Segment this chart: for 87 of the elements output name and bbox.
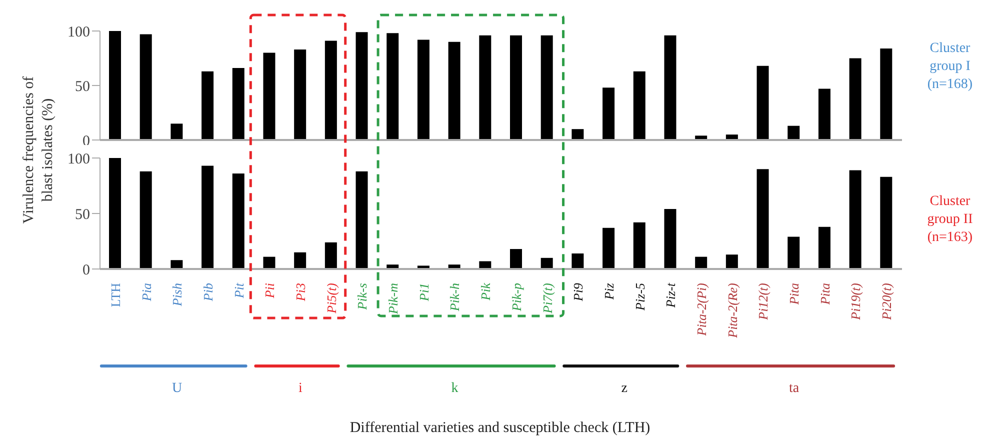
x-tick-label: Pik-h [447,283,462,312]
bar [140,171,152,269]
x-tick-label: Pi12(t) [756,283,771,321]
x-tick-label: Pik-m [386,283,401,316]
bar [572,253,584,269]
x-tick-label: Pia [138,282,154,302]
bar [664,35,676,140]
x-tick-label: LTH [108,283,123,308]
bar [788,236,800,269]
bar [849,58,862,140]
bar [510,249,522,269]
x-tick-label: Pish [170,283,185,308]
text: z [621,381,628,396]
x-tick-label: Pii [262,282,278,300]
x-tick-label: Pi20(t) [879,283,894,321]
bar [510,35,522,140]
bar [232,174,244,269]
bar [109,158,121,269]
x-tick-label: Pita-2(Pi) [694,283,709,337]
x-tick-label: Pi1 [416,283,432,302]
bar [880,48,892,140]
bar [880,176,892,269]
bar [417,40,430,140]
y-axis-title: Virulence frequencies of blast isolates (%) [20,75,57,226]
x-tick-label: Piz [601,283,616,301]
text: ta [788,381,800,396]
bar [695,256,708,269]
bar [263,256,276,269]
bar [633,222,646,269]
bar [540,35,553,140]
bar [109,31,121,140]
bar [448,42,460,140]
x-tick-label: Pi9 [570,282,586,302]
bar [818,226,830,269]
bar [756,66,769,140]
y-tick-label: 50 [75,206,90,223]
text: i [298,381,303,396]
bar [140,34,152,140]
bar [356,32,368,140]
bar [849,170,862,269]
x-tick-label: Pi3 [293,282,308,302]
bar [202,166,214,269]
x-tick-label: Pik-s [354,283,370,311]
x-tick-label: Piz-5 [632,282,648,312]
x-tick-label: Pita [786,282,802,306]
bar [170,124,183,140]
x-tick-label: Pi19(t) [848,283,864,321]
bar [479,261,492,269]
bar [726,254,738,269]
x-tick-label: Pi5(t) [324,283,339,314]
x-tick-label: Pit [231,282,246,300]
bar [788,126,800,140]
bar [202,71,214,140]
bar [170,260,183,269]
bar [818,88,830,140]
bar [479,35,492,140]
bar [324,242,337,269]
bar [356,171,368,269]
bar [232,68,244,140]
x-axis-title: Differential varieties and susceptible check (LTH) [348,420,652,437]
bar [386,33,399,140]
bar [294,252,306,269]
bar [633,71,646,140]
y-tick-label: 50 [75,78,90,95]
bar [263,52,276,140]
y-tick-label: 100 [68,151,90,168]
bar [602,88,615,140]
text: k [451,381,458,396]
x-tick-label: Pita-2(Re) [724,283,740,339]
bar [294,50,306,140]
x-tick-label: Pik [478,282,494,302]
x-tick-label: Pita [817,282,832,306]
text: U [172,381,182,396]
y-tick-label: 100 [68,24,90,40]
y-tick-label: 0 [82,262,90,278]
x-tick-label: Pik-p [508,282,524,312]
bar [756,169,769,269]
bar [602,228,615,269]
bar [324,40,337,140]
bar [540,258,553,269]
text: Cluster group I (n=168) [926,40,974,94]
x-tick-label: Piz-t [663,282,678,309]
text: Cluster group II (n=163) [926,193,974,247]
x-tick-label: Pib [200,282,216,302]
bar [664,209,676,269]
bar [572,129,584,140]
x-tick-label: Pi7(t) [540,283,555,314]
